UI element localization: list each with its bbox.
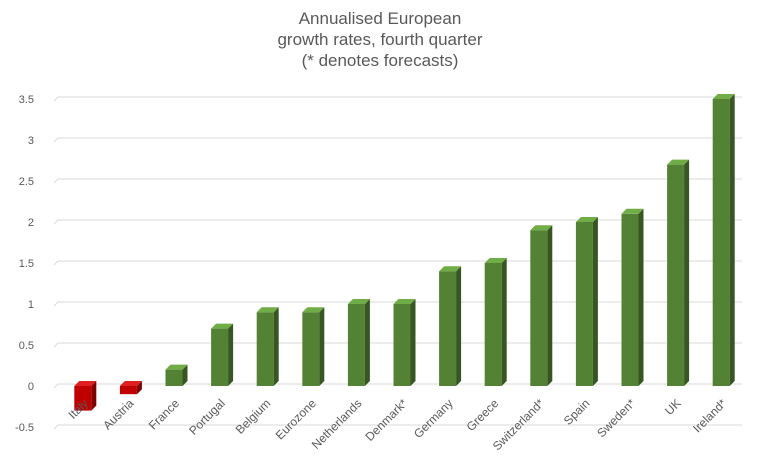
bar-belgium	[256, 307, 279, 386]
bar-sweden	[621, 208, 644, 386]
bar-germany	[439, 266, 462, 386]
gridline-depth	[53, 383, 59, 389]
bar-front	[165, 369, 183, 386]
gridline-depth	[53, 301, 59, 307]
bar-front	[211, 328, 229, 386]
bar-top	[256, 307, 279, 313]
bar-side	[547, 225, 553, 386]
bar-front	[621, 213, 639, 386]
bar-side	[319, 307, 325, 386]
bar-front	[347, 304, 365, 386]
bar-side	[136, 381, 142, 395]
chart-title: Annualised European growth rates, fourth…	[0, 8, 760, 71]
x-category-label: Austria	[100, 396, 137, 433]
bar-side	[501, 258, 507, 386]
bar-side	[228, 323, 234, 386]
y-tick-label: 1	[28, 299, 34, 311]
y-tick-label: 2.5	[19, 176, 34, 188]
bar-front	[393, 304, 411, 386]
gridline-depth	[53, 219, 59, 225]
bar-front	[74, 386, 92, 411]
bar-top	[667, 159, 690, 165]
gridline-depth	[53, 424, 59, 430]
bar-france	[165, 364, 188, 386]
bar-front	[119, 386, 137, 395]
x-category-label: Belgium	[233, 396, 274, 437]
y-tick-label: 3	[28, 135, 34, 147]
bar-front	[302, 312, 320, 386]
bar-front	[712, 99, 730, 386]
bar-side	[684, 159, 690, 386]
bar-netherlands	[347, 299, 370, 386]
bar-top	[575, 217, 598, 222]
x-category-label: Spain	[561, 396, 593, 428]
bar-side	[456, 266, 462, 386]
bar-austria	[119, 381, 142, 395]
y-tick-label: 0.5	[19, 340, 34, 352]
bar-front	[667, 164, 685, 386]
y-tick-label: 0	[28, 381, 34, 393]
gridline-depth	[53, 342, 59, 348]
bar-front	[575, 222, 593, 386]
bar-top	[165, 364, 188, 370]
bar-top	[211, 323, 234, 329]
bar-portugal	[211, 323, 234, 386]
chart-title-line-2: growth rates, fourth quarter	[277, 30, 483, 49]
bar-front	[439, 271, 457, 386]
x-category-label: France	[146, 396, 183, 433]
x-category-label: Ireland*	[690, 396, 729, 435]
bar-side	[410, 299, 416, 386]
bar-side	[592, 217, 598, 386]
bar-top	[74, 381, 97, 386]
bar-side	[638, 208, 644, 386]
x-category-label: Greece	[464, 396, 502, 434]
bar-eurozone	[302, 307, 325, 386]
x-category-label: Eurozone	[273, 396, 319, 442]
bar-top	[621, 208, 644, 214]
bar-side	[364, 299, 370, 386]
gridline-depth	[53, 137, 59, 143]
gridline-depth	[53, 178, 59, 184]
bar-top	[347, 299, 370, 304]
x-category-label: Portugal	[186, 396, 228, 438]
bar-side	[182, 364, 188, 386]
bar-ireland	[712, 94, 735, 386]
bar-uk	[667, 159, 690, 386]
bar-denmark	[393, 299, 416, 386]
bar-top	[302, 307, 325, 313]
chart-title-line-1: Annualised European	[298, 9, 462, 28]
bar-top	[712, 94, 735, 99]
bar-switzerland	[530, 225, 553, 386]
bar-top	[393, 299, 416, 304]
y-tick-label: 2	[28, 217, 34, 229]
x-category-label: UK	[662, 396, 684, 418]
bar-side	[91, 381, 97, 411]
bar-italy	[74, 381, 97, 411]
y-tick-label: 1.5	[19, 258, 34, 270]
x-category-label: Denmark*	[362, 396, 410, 444]
x-category-label: Sweden*	[594, 396, 638, 440]
y-tick-label: -0.5	[15, 422, 34, 434]
y-tick-label: 3.5	[19, 94, 34, 106]
bar-top	[530, 225, 553, 231]
bar-front	[530, 230, 548, 386]
bar-top	[439, 266, 462, 272]
bar-spain	[575, 217, 598, 386]
bar-front	[484, 263, 502, 386]
bar-greece	[484, 258, 507, 386]
chart-title-line-3: (* denotes forecasts)	[301, 51, 459, 70]
bar-side	[273, 307, 279, 386]
bar-side	[729, 94, 735, 386]
x-category-label: Germany	[411, 396, 456, 441]
gridline-depth	[53, 260, 59, 266]
bar-front	[256, 312, 274, 386]
bar-top	[484, 258, 507, 263]
bar-top	[119, 381, 142, 386]
gridline-depth	[53, 96, 59, 102]
